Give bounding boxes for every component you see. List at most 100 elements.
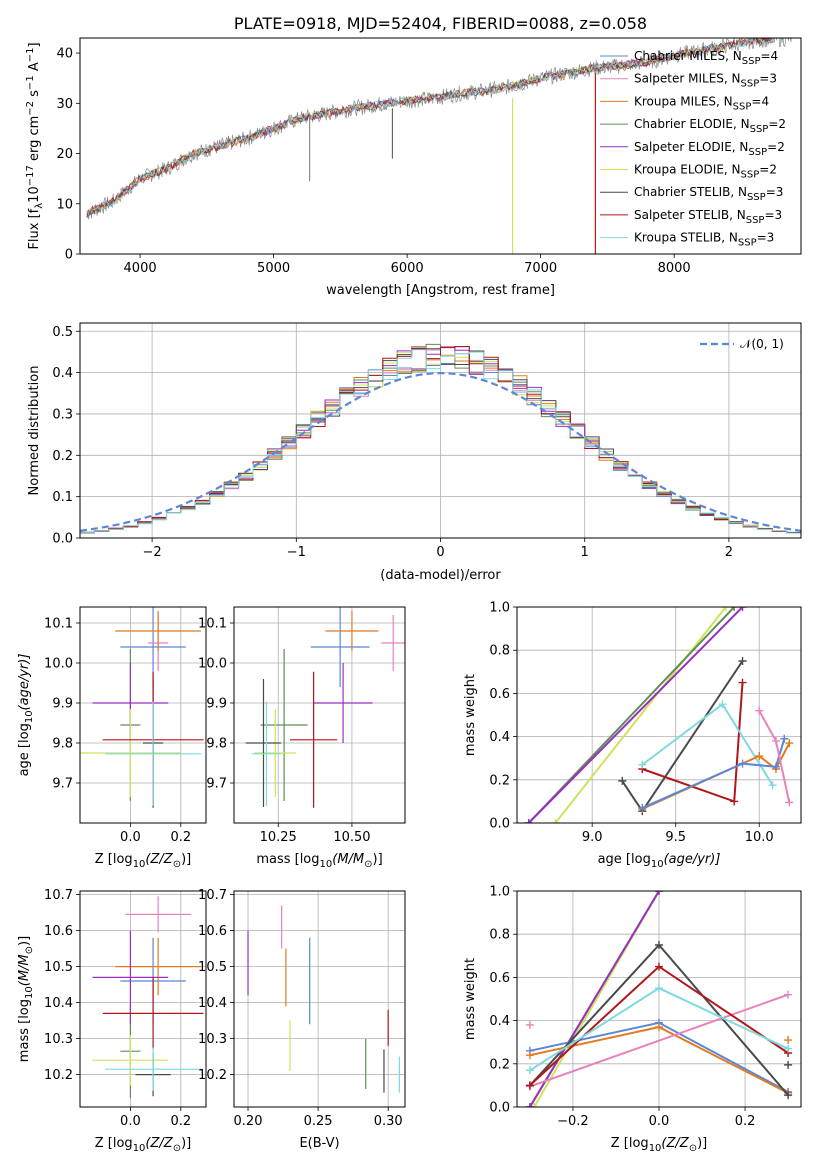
y-tick-label: 10.5	[198, 960, 227, 975]
weight-marker	[784, 1060, 793, 1069]
legend-entry-part: Chabrier STELIB, N	[634, 185, 747, 199]
axes-frame	[516, 890, 802, 1108]
y-axis-label-part: −1	[25, 75, 36, 90]
legend-entry-part: SSP	[733, 101, 752, 112]
y-tick-label: 0.4	[489, 730, 510, 745]
x-tick-label: 0.2	[735, 1114, 756, 1129]
x-axis-label-part: Z [log	[95, 1136, 133, 1151]
x-axis-label-part: )]	[373, 852, 383, 867]
y-axis-label-part: 10	[24, 710, 35, 723]
weight-marker	[655, 941, 663, 949]
x-axis-label-part: (Z/Z	[145, 1136, 173, 1151]
x-tick-label: 10.25	[260, 830, 297, 845]
y-tick-label: 9.8	[206, 737, 227, 752]
weight-marker	[780, 734, 789, 743]
legend-entry: 𝒩(0, 1)	[740, 337, 784, 351]
weight-marker	[638, 803, 647, 812]
legend-entry-part: SSP	[748, 147, 767, 158]
x-axis-label: wavelength [Angstrom, rest frame]	[326, 283, 555, 298]
legend-entry-part: Kroupa STELIB, N	[634, 231, 738, 245]
legend-entry-part: SSP	[750, 124, 769, 135]
legend-entry-part: Salpeter ELODIE, N	[634, 140, 748, 154]
x-axis-label-part: Z [log	[95, 852, 133, 867]
y-tick-label: 10	[56, 197, 73, 212]
weight-marker	[784, 1036, 793, 1045]
y-tick-label: 0.5	[52, 325, 73, 340]
y-axis-label-part: −2	[25, 101, 36, 116]
x-axis-label-part: mass [log	[256, 852, 319, 867]
x-axis-label-part: 10	[320, 859, 333, 870]
y-axis-label: mass weight	[463, 958, 478, 1040]
residual-histogram	[80, 346, 801, 534]
weight-marker	[771, 762, 780, 771]
weight-line	[529, 993, 789, 1088]
y-axis-label: mass weight	[463, 674, 478, 756]
weight-marker	[525, 1051, 534, 1060]
y-tick-label: 10.7	[44, 888, 73, 903]
y-tick-label: 0.2	[489, 1057, 510, 1072]
weight-marker	[784, 1091, 793, 1100]
weight-line	[758, 710, 791, 803]
x-tick-label: 0.25	[304, 1114, 333, 1129]
weight-marker	[730, 797, 739, 806]
x-axis-label: age [log10(age/yr)]	[598, 852, 721, 870]
y-tick-label: 0.6	[489, 971, 510, 986]
x-tick-label: 0.0	[120, 830, 141, 845]
y-tick-label: 0.4	[52, 366, 73, 381]
axes-frame	[79, 322, 802, 539]
weight-line	[621, 660, 744, 813]
y-tick-label: 10.5	[44, 960, 73, 975]
y-tick-label: 10.7	[198, 888, 227, 903]
plot-area	[80, 607, 204, 808]
plot-area	[86, 38, 792, 254]
x-tick-label: 0.2	[170, 1114, 191, 1129]
y-axis-label: Flux [fλ10−17 erg cm−2 s−1 A−1]	[25, 42, 45, 249]
y-tick-label: 0.6	[489, 687, 510, 702]
x-axis-label: Z [log10(Z/Z⊙)]	[95, 1136, 191, 1154]
weight-marker	[784, 990, 793, 999]
y-tick-label: 10.3	[198, 1032, 227, 1047]
y-axis-label-part: (M/M	[17, 954, 32, 986]
legend-entry: Chabrier STELIB, NSSP=3	[634, 185, 783, 203]
legend-entry-part: =3	[759, 72, 777, 86]
x-axis-label-part: 10	[133, 1143, 146, 1154]
x-axis-label-part: )]	[181, 852, 191, 867]
x-axis-label-part: 10	[649, 1143, 662, 1154]
y-tick-label: 9.9	[206, 697, 227, 712]
x-tick-label: 7000	[524, 261, 557, 276]
y-tick-label: 10.2	[44, 1068, 73, 1083]
y-tick-label: 9.7	[52, 777, 73, 792]
normal-distribution-curve	[80, 371, 801, 532]
weight-marker	[785, 798, 794, 807]
x-tick-label: 0.20	[234, 1114, 263, 1129]
y-tick-label: 10.3	[44, 1032, 73, 1047]
y-axis-label-part: )]	[17, 936, 32, 946]
legend-entry-part: Chabrier MILES, N	[634, 49, 742, 63]
weight-marker	[784, 1044, 793, 1053]
residuals-panel: −2 −1 0 1 2 0.0 0.1 0.2 0.3 0.4 0.5 (data-model)/er…	[27, 322, 802, 583]
x-tick-label: 0.30	[374, 1114, 403, 1129]
x-axis-label: Z [log10(Z/Z⊙)]	[611, 1136, 707, 1154]
x-tick-label: 0.0	[120, 1114, 141, 1129]
legend-entry-part: Kroupa ELODIE, N	[634, 163, 741, 177]
weight-marker	[738, 759, 747, 768]
legend-entry: Kroupa STELIB, NSSP=3	[634, 231, 774, 249]
x-axis-label-part: )]	[697, 1136, 707, 1151]
x-axis-label: (data-model)/error	[380, 568, 501, 583]
x-tick-label: −1	[287, 545, 306, 560]
x-tick-label: −2	[143, 545, 162, 560]
weight-marker	[655, 891, 663, 895]
weight-line	[641, 682, 744, 803]
weight-marker	[755, 752, 764, 761]
weight-marker	[738, 678, 747, 687]
legend-entry-part: Salpeter MILES, N	[634, 72, 741, 86]
mass-vs-ebv-panel: 0.20 0.25 0.30 10.2 10.3 10.4 10.5 10.6 10.7 E(B-…	[198, 888, 406, 1151]
legend-entry-part: SSP	[741, 79, 760, 90]
y-tick-label: 30	[56, 97, 73, 112]
weight-line	[641, 702, 774, 786]
weight-marker	[525, 1103, 534, 1107]
y-axis-label-part: s	[27, 90, 42, 101]
legend-entry-part: =2	[759, 163, 777, 177]
